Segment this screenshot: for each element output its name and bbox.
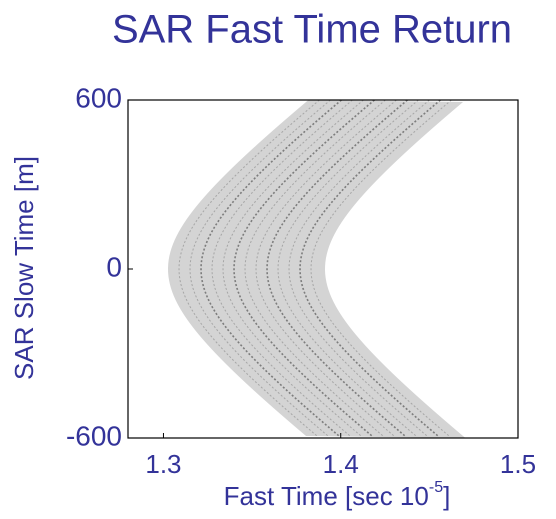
signal-fringe [310,99,452,437]
x-axis-label-text: Fast Time [sec 10 [224,481,429,511]
signal-band [168,100,466,438]
signal-fringe [244,99,386,437]
signal-fringe [299,99,441,437]
chart-title: SAR Fast Time Return [112,8,512,52]
signal-fringe [233,99,375,437]
x-axis-label-exponent: -5 [429,479,443,496]
y-axis-label: SAR Slow Time [m] [9,156,39,380]
signal-fringe [222,99,364,437]
signal-fringe [255,99,397,437]
signal-fringe [288,99,430,437]
signal-fringe [178,99,320,437]
x-axis-label-end: ] [443,481,450,511]
signal-fringe [200,99,342,437]
x-axis-label: Fast Time [sec 10-5] [224,479,451,511]
signal-fringe [189,99,331,437]
x-tick-label: 1.5 [500,449,536,479]
signal-fringe [211,99,353,437]
signal-fringe [266,99,408,437]
plot-area [127,99,519,439]
y-tick-label: 0 [106,251,122,282]
y-tick-label: -600 [66,420,122,451]
signal-fringe [277,99,419,437]
x-tick-label: 1.4 [323,449,359,479]
y-tick-label: 600 [75,82,122,113]
x-tick-label: 1.3 [145,449,181,479]
